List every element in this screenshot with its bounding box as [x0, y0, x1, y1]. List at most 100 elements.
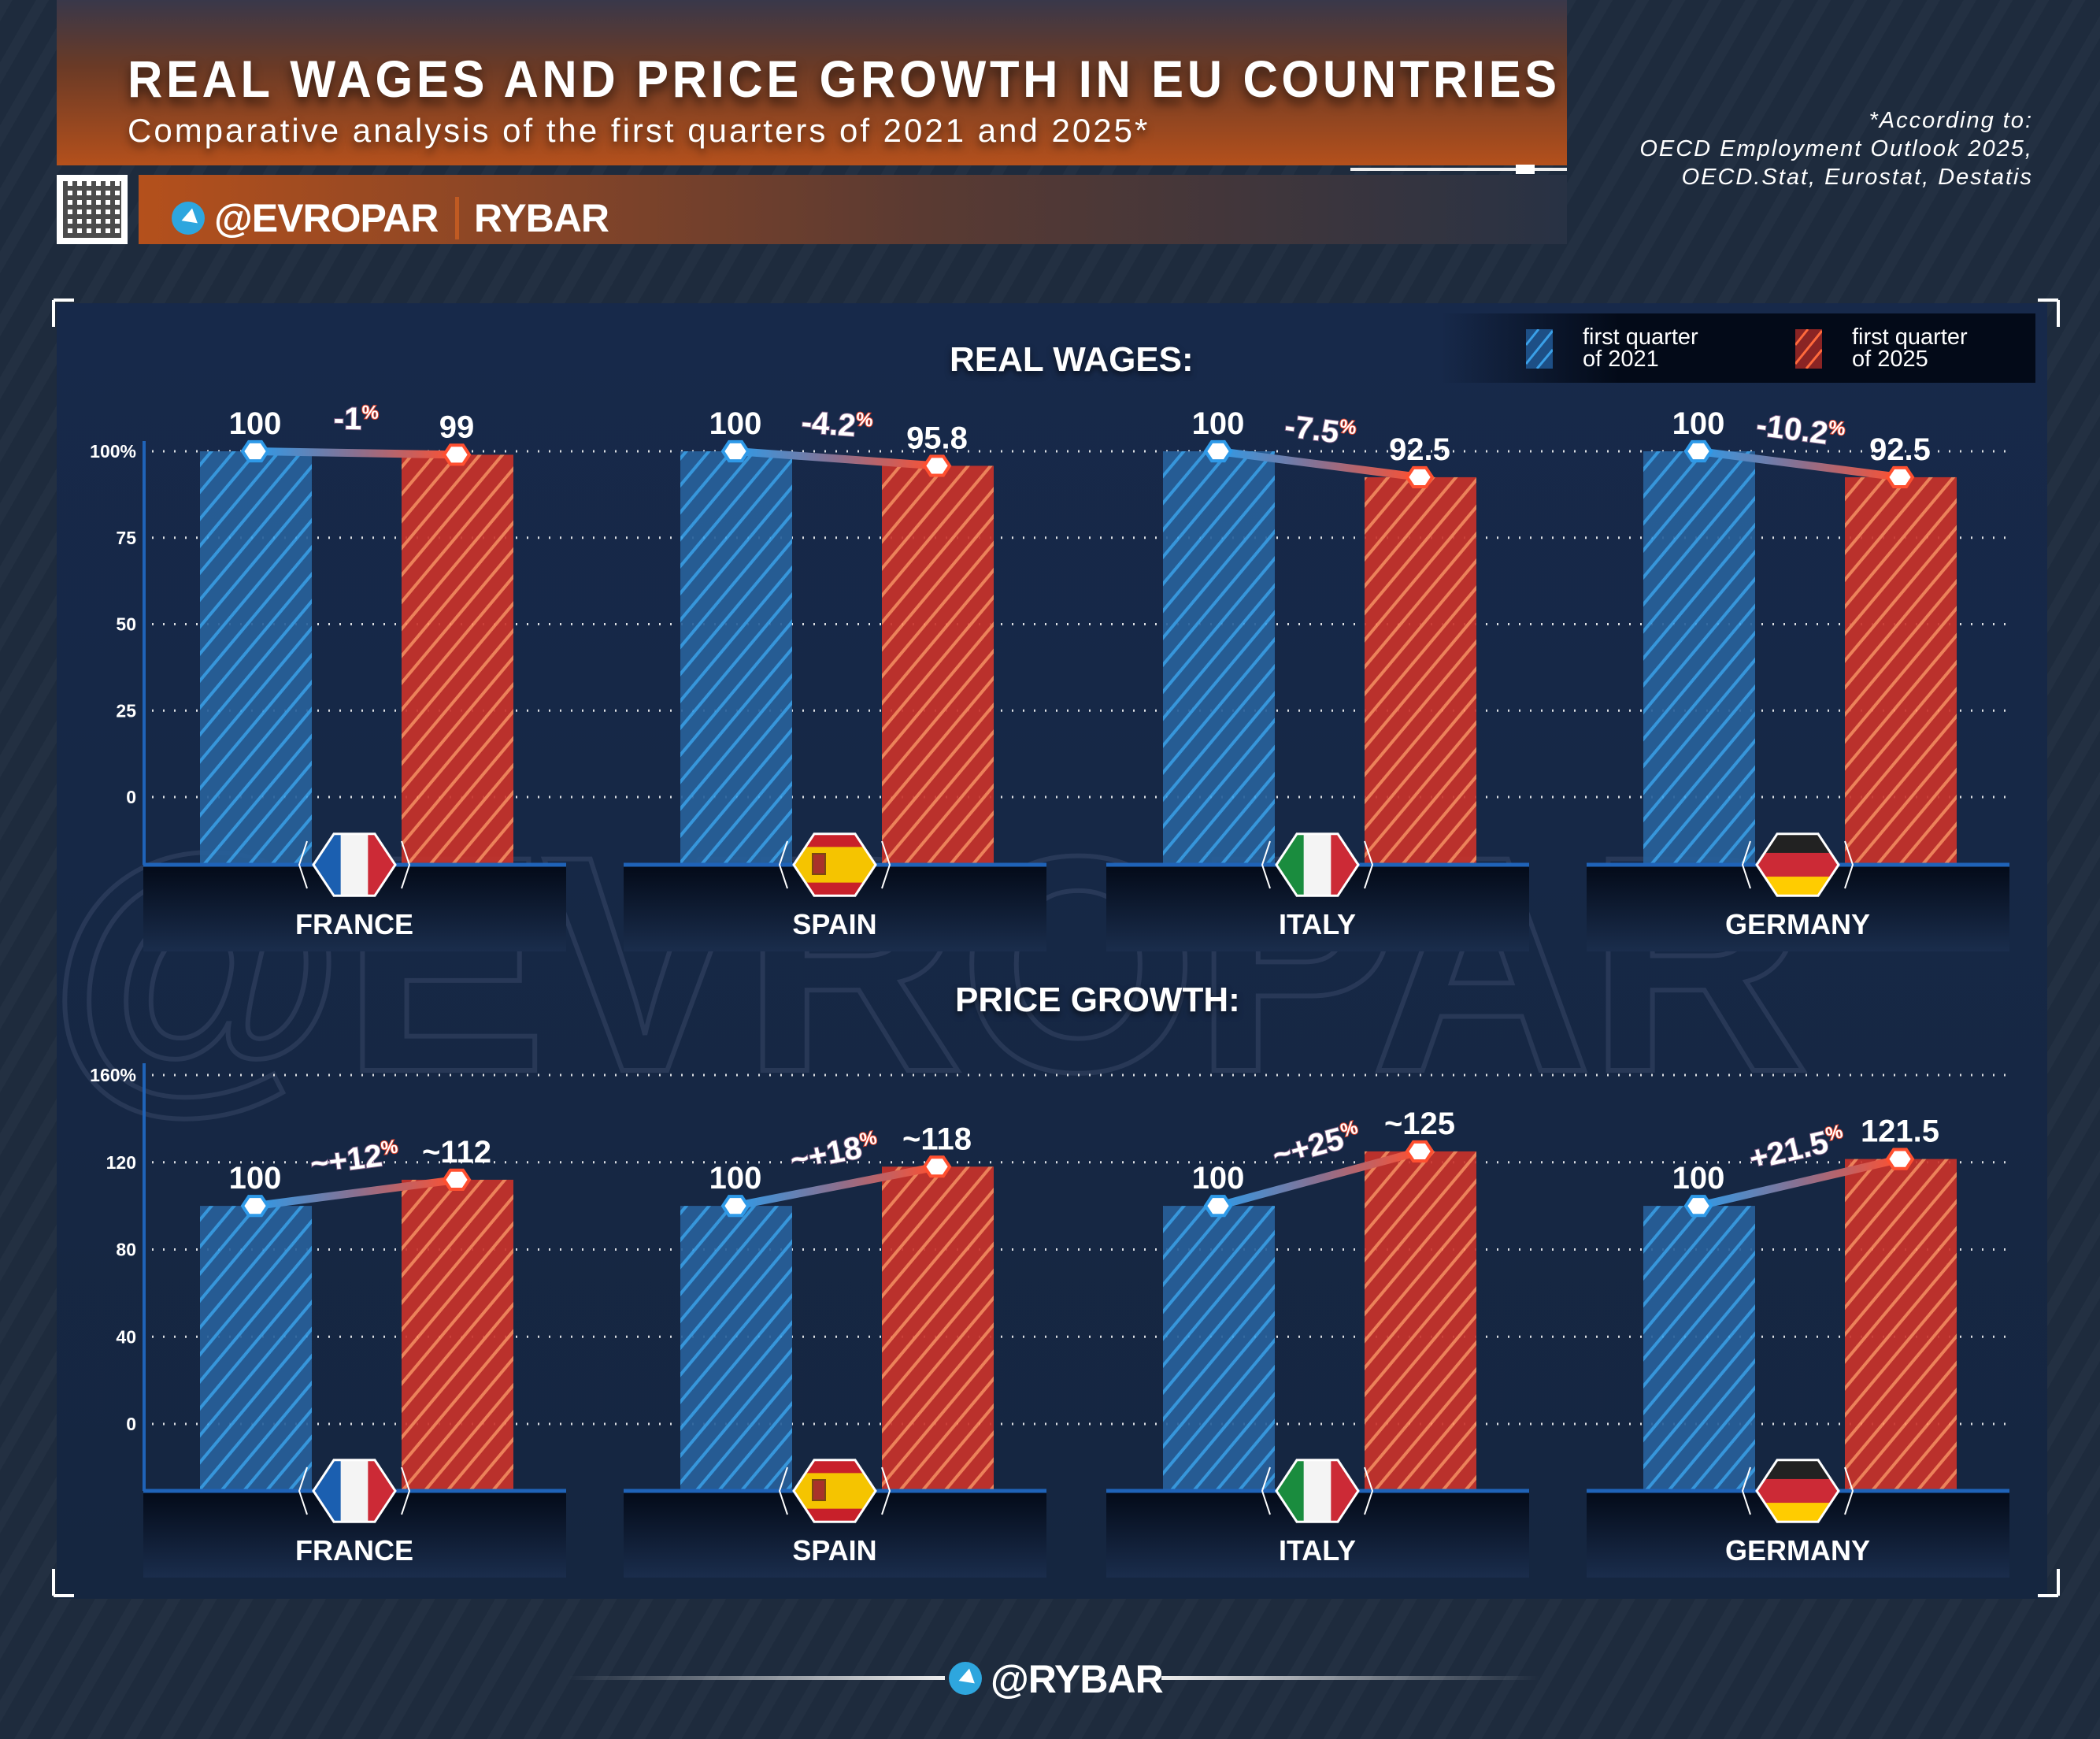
- flag-border: [792, 832, 877, 897]
- bar-2021-italy: [1163, 451, 1275, 865]
- sources-line: *According to:: [1869, 108, 2033, 133]
- change-value: -10.2: [1754, 408, 1830, 451]
- bar-2021-france: [200, 451, 312, 865]
- flag-stripe: [1303, 833, 1332, 896]
- change-line: [731, 1162, 941, 1211]
- flag-icon-italy: [1261, 1459, 1374, 1523]
- flag-bracket: [1741, 840, 1854, 889]
- country-label: GERMANY: [1725, 908, 1870, 940]
- value-label-2025: 121.5: [1861, 1114, 1939, 1149]
- y-tick-label: 80: [116, 1240, 136, 1260]
- bar-2025-germany: [1845, 476, 1957, 865]
- change-label: -1%: [333, 402, 379, 437]
- flag-border: [312, 832, 397, 897]
- value-label-2021: 100: [229, 406, 282, 441]
- flag-icon-spain: [778, 832, 891, 897]
- flag-bracket: [298, 1466, 411, 1515]
- bar-2025-italy: [1365, 476, 1476, 865]
- flag-border: [312, 1459, 397, 1523]
- change-value: ~+25: [1269, 1122, 1348, 1174]
- value-label-2021: 100: [1192, 406, 1245, 441]
- footer-divider: [1161, 1676, 1539, 1680]
- change-line: [1694, 1155, 1904, 1211]
- bar-2025-spain: [882, 465, 994, 865]
- legend-swatch-2021: [1526, 329, 1553, 369]
- value-label-2021: 100: [1672, 1161, 1725, 1196]
- value-label-2021: 100: [1672, 406, 1725, 441]
- change-value: +21.5: [1746, 1125, 1831, 1177]
- marker-2025: [1405, 465, 1435, 488]
- flag-stripe: [794, 847, 876, 884]
- country-label: SPAIN: [792, 1534, 876, 1567]
- y-tick-label: 160%: [90, 1065, 136, 1085]
- flag-stripe: [794, 1473, 876, 1510]
- marker-2025: [1885, 1148, 1915, 1170]
- marker-2025: [922, 454, 952, 477]
- value-label-2025: ~125: [1384, 1107, 1455, 1141]
- banner-divider: [1350, 168, 1567, 171]
- flag-stripe: [794, 1459, 876, 1474]
- country-label: GERMANY: [1725, 1534, 1870, 1567]
- flag-stripe: [1303, 1459, 1332, 1522]
- channel-handle: @EVROPAR: [214, 196, 439, 240]
- page-title: REAL WAGES AND PRICE GROWTH IN EU COUNTR…: [128, 50, 1561, 108]
- legend-label-2025: first quarter of 2025: [1852, 324, 1968, 372]
- y-tick-label: 50: [116, 614, 136, 635]
- change-line: [1694, 447, 1904, 481]
- y-tick-label: 120: [106, 1152, 136, 1173]
- y-tick-label: 75: [116, 528, 136, 548]
- sources-line: OECD.Stat, Eurostat, Destatis: [1681, 165, 2033, 190]
- bar-2021-spain: [680, 451, 792, 865]
- change-percent-sign: %: [1828, 417, 1847, 439]
- marker-2021: [1683, 1195, 1713, 1218]
- flag-bracket: [298, 840, 411, 889]
- value-label-2021: 100: [229, 1161, 282, 1196]
- change-percent-sign: %: [855, 409, 873, 431]
- frame-corner-icon: [2038, 298, 2060, 327]
- flag-border: [1755, 1459, 1840, 1523]
- bar-2025-france: [402, 1179, 513, 1491]
- value-label-2025: 92.5: [1869, 432, 1931, 467]
- change-value: -4.2: [800, 405, 857, 443]
- flag-bracket: [1261, 1466, 1374, 1515]
- flag-bracket: [1741, 1466, 1854, 1515]
- real-wages-title: REAL WAGES:: [950, 340, 1194, 379]
- bar-2021-france: [200, 1206, 312, 1491]
- price-growth-title: PRICE GROWTH:: [955, 981, 1240, 1019]
- value-label-2021: 100: [709, 1161, 762, 1196]
- marker-2021: [1203, 439, 1233, 463]
- footer-handle: @RYBAR: [991, 1657, 1164, 1701]
- flag-stripe: [794, 833, 876, 848]
- marker-2021: [240, 1195, 270, 1218]
- y-tick-label: 100%: [90, 441, 136, 462]
- change-line: [251, 1175, 461, 1211]
- change-line: [731, 447, 941, 470]
- country-label: FRANCE: [295, 908, 413, 940]
- y-tick-label: 40: [116, 1326, 136, 1347]
- header-banner: [57, 0, 1567, 165]
- chart-legend: first quarter of 2021 first quarter of 202…: [1441, 313, 2035, 383]
- flag-stripe: [1757, 852, 1839, 878]
- y-tick-label: 25: [116, 700, 136, 721]
- bar-2021-italy: [1163, 1206, 1275, 1491]
- legend-swatch-2025: [1795, 329, 1822, 369]
- chart-panel-0: 0 25 50 75 100% 100 99 -1% FRANCE 100 95.8 -4.2% SPA…: [90, 401, 2012, 951]
- flag-stripe: [794, 882, 876, 896]
- footer-divider: [567, 1676, 945, 1680]
- change-label: -10.2%: [1754, 408, 1846, 454]
- brand-separator: [455, 197, 459, 239]
- banner-divider-knob: [1516, 165, 1535, 174]
- bar-2025-france: [402, 454, 513, 865]
- marker-2021: [1203, 1195, 1233, 1218]
- y-tick-label: 0: [126, 1414, 136, 1434]
- sources-note: *According to: OECD Employment Outlook 2…: [1639, 106, 2033, 191]
- frame-corner-icon: [52, 298, 74, 327]
- flag-bracket: [778, 840, 891, 889]
- flag-border: [1275, 832, 1360, 897]
- change-line: [1214, 447, 1424, 481]
- change-label: ~+18%: [787, 1127, 881, 1178]
- change-label: -4.2%: [800, 405, 873, 444]
- telegram-icon: [949, 1662, 982, 1695]
- flag-stripe: [340, 833, 369, 896]
- flag-border: [1275, 1459, 1360, 1523]
